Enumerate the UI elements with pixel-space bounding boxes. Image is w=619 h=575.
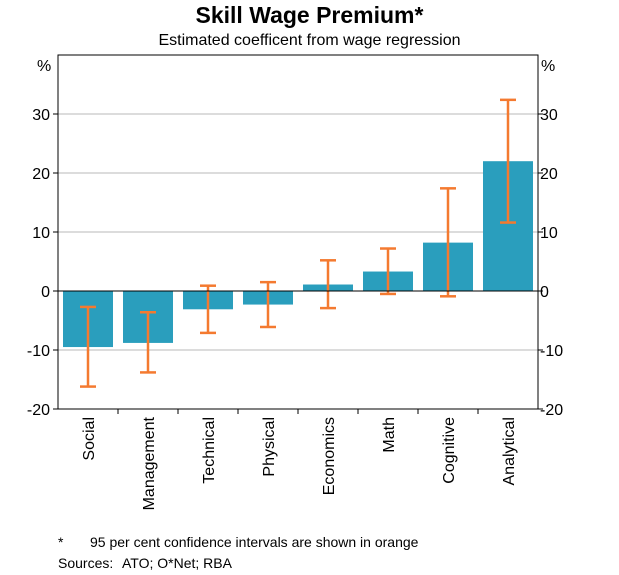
y-tick-label-right: 10 [540,225,558,242]
x-tick-label: Economics [321,417,338,495]
y-tick-label-left: 20 [32,166,50,183]
sources-text: ATO; O*Net; RBA [122,555,232,571]
footnote-text: 95 per cent confidence intervals are sho… [90,534,419,550]
x-tick-label: Physical [261,417,278,477]
plot-frame [57,54,539,410]
chart-subtitle: Estimated coefficent from wage regressio… [158,32,461,49]
y-tick-label-right: -10 [540,343,563,360]
bar-chart: -20 -20 -10 -10 0 0 10 10 20 20 30 30% % Social Manage… [27,54,563,510]
y-tick-label-left: -20 [27,402,50,419]
x-tick-label: Cognitive [441,417,458,484]
chart-title: Skill Wage Premium* [195,2,424,28]
x-tick-label: Analytical [501,417,518,485]
y-tick-label-left: 0 [41,284,50,301]
y-tick-label-right: 20 [540,166,558,183]
y-tick-label-right: 30 [540,107,558,124]
y-tick-label-right: -20 [540,402,563,419]
y-tick-label-left: -10 [27,343,50,360]
y-tick-label-left: 30 [32,107,50,124]
y-unit-right: % [541,58,555,75]
footnote: * 95 per cent confidence intervals are sh… [58,534,418,550]
x-tick-label: Math [381,417,398,453]
sources-line: Sources: ATO; O*Net; RBA [58,555,232,571]
y-unit-left: % [37,58,51,75]
y-tick-label-left: 10 [32,225,50,242]
sources-label: Sources: [58,555,114,571]
x-tick-label: Social [81,417,98,461]
x-tick-label: Management [141,416,158,510]
y-tick-label-right: 0 [540,284,549,301]
footnote-marker: * [58,534,64,550]
x-tick-label: Technical [201,417,218,484]
